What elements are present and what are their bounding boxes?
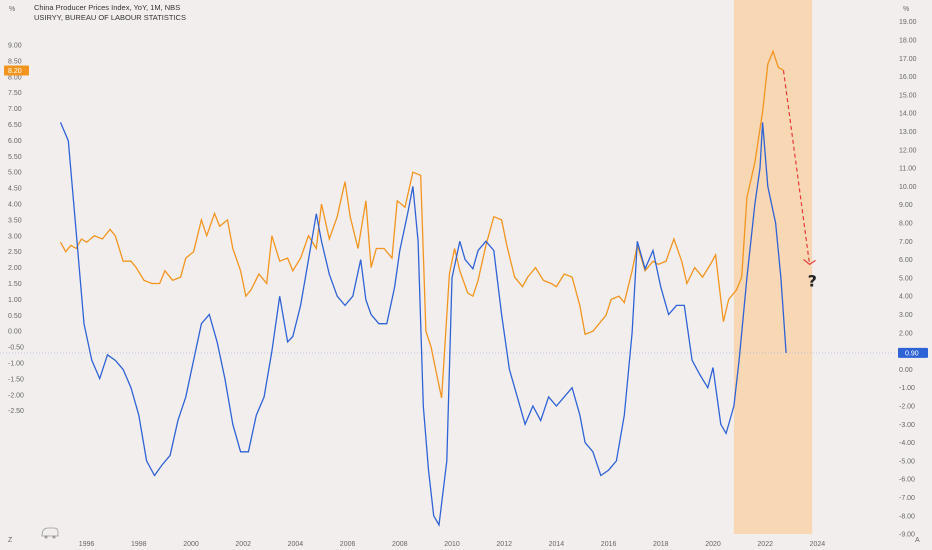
right-tick-label: -4.00 <box>899 440 915 447</box>
left-axis: 9.00 8.50 8.00 7.50 7.00 6.50 6.00 5.50 5.00 4.50… <box>8 43 24 416</box>
right-tick-label: 15.00 <box>899 92 917 99</box>
forecast-arrow <box>782 70 811 265</box>
left-tick-label: 5.00 <box>8 170 22 177</box>
x-tick-label: 1996 <box>79 541 95 548</box>
legend-title: China Producer Prices Index, YoY, 1M, NB… <box>34 3 181 12</box>
us-import-prices-line <box>59 122 787 528</box>
right-tick-label: 18.00 <box>899 38 917 45</box>
left-tick-label: 7.50 <box>8 90 22 97</box>
right-tick-label: 3.00 <box>899 312 913 319</box>
right-flag-value: 0.90 <box>905 350 919 357</box>
left-tick-label: 6.50 <box>8 122 22 129</box>
right-tick-label: 5.00 <box>899 275 913 282</box>
left-tick-label: 3.50 <box>8 217 22 224</box>
x-tick-label: 2000 <box>183 541 199 548</box>
left-tick-label: 1.50 <box>8 281 22 288</box>
x-tick-label: 2004 <box>288 541 304 548</box>
right-tick-label: -1.00 <box>899 385 915 392</box>
highlight-region <box>733 0 813 534</box>
left-tick-label: -2.00 <box>8 392 24 399</box>
left-axis-flag: 8.20 <box>4 65 29 76</box>
right-tick-label: 16.00 <box>899 74 917 81</box>
x-tick-label: 2010 <box>444 541 460 548</box>
left-tick-label: -1.50 <box>8 376 24 383</box>
left-tick-label: 5.50 <box>8 154 22 161</box>
forecast-arrow-head <box>803 258 816 266</box>
question-mark: ? <box>808 271 817 290</box>
legend-subtitle: USIRYY, BUREAU OF LABOUR STATISTICS <box>34 13 186 22</box>
left-tick-label: 7.00 <box>8 106 22 113</box>
right-tick-label: 14.00 <box>899 111 917 118</box>
right-tick-label: -5.00 <box>899 458 915 465</box>
left-tick-label: 0.50 <box>8 313 22 320</box>
x-tick-label: 2008 <box>392 541 408 548</box>
left-tick-label: 9.00 <box>8 43 22 50</box>
x-tick-label: 2024 <box>810 541 826 548</box>
left-tick-label: 4.50 <box>8 186 22 193</box>
right-tick-label: 8.00 <box>899 221 913 228</box>
left-tick-label: 2.50 <box>8 249 22 256</box>
x-tick-label: 2016 <box>601 541 617 548</box>
right-tick-label: 11.00 <box>899 166 916 173</box>
right-tick-label: 10.00 <box>899 184 917 191</box>
left-flag-value: 8.20 <box>8 68 22 75</box>
right-tick-label: 12.00 <box>899 147 917 154</box>
corner-right-label: A <box>915 537 920 544</box>
right-axis: 19.00 18.00 17.00 16.00 15.00 14.00 13.00 12.00… <box>899 19 919 550</box>
right-tick-label: 4.00 <box>899 294 913 301</box>
left-axis-unit: % <box>9 6 16 13</box>
left-tick-label: 0.00 <box>8 329 22 336</box>
x-axis: 1996 1998 2000 2002 2004 2006 2008 2010 2012 2014… <box>79 541 825 548</box>
right-tick-label: 2.00 <box>899 330 913 337</box>
corner-left-label: Z <box>8 537 13 544</box>
right-tick-label: -6.00 <box>899 477 915 484</box>
left-tick-label: 2.00 <box>8 265 22 272</box>
left-tick-label: -1.00 <box>8 361 24 368</box>
right-tick-label: -7.00 <box>899 495 915 502</box>
x-tick-label: 2018 <box>653 541 669 548</box>
right-axis-flag: 0.90 <box>898 347 928 358</box>
right-tick-label: 19.00 <box>899 19 917 26</box>
right-tick-label: 7.00 <box>899 239 913 246</box>
right-axis-unit: % <box>903 6 910 13</box>
x-tick-label: 2022 <box>757 541 773 548</box>
left-tick-label: -0.50 <box>8 345 24 352</box>
right-tick-label: -2.00 <box>899 404 915 411</box>
right-tick-label: -8.00 <box>899 513 915 520</box>
left-tick-label: 4.00 <box>8 202 22 209</box>
left-tick-label: 3.00 <box>8 233 22 240</box>
x-tick-label: 2006 <box>340 541 356 548</box>
left-tick-label: 8.50 <box>8 58 22 65</box>
right-tick-label: 13.00 <box>899 129 917 136</box>
left-flag-bg <box>4 65 29 76</box>
right-tick-label: 6.00 <box>899 257 913 264</box>
right-tick-label: 17.00 <box>899 56 917 63</box>
right-tick-label: -3.00 <box>899 422 915 429</box>
left-tick-label: 6.00 <box>8 138 22 145</box>
x-tick-label: 2014 <box>549 541 565 548</box>
x-tick-label: 2002 <box>235 541 251 548</box>
x-tick-label: 1998 <box>131 541 147 548</box>
china-ppi-line <box>59 49 784 399</box>
left-tick-label: -2.50 <box>8 408 24 415</box>
watermark-logo <box>41 527 59 539</box>
right-flag-bg <box>898 347 928 358</box>
right-tick-label: -9.00 <box>899 532 915 539</box>
chart-legend: China Producer Prices Index, YoY, 1M, NB… <box>34 3 186 23</box>
x-tick-label: 2020 <box>705 541 721 548</box>
right-tick-label: 9.00 <box>899 202 913 209</box>
right-tick-label: 0.00 <box>899 367 913 374</box>
left-tick-label: 8.00 <box>8 74 22 81</box>
x-tick-label: 2012 <box>496 541 512 548</box>
left-tick-label: 1.00 <box>8 297 22 304</box>
